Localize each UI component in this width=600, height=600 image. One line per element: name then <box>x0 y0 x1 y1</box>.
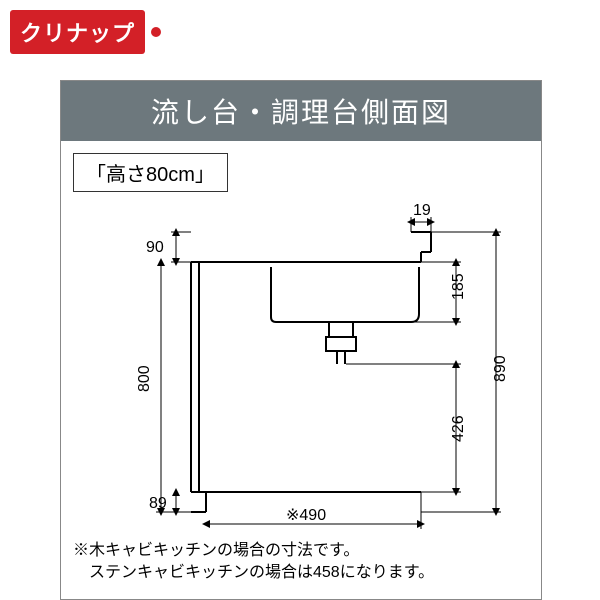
dim-89: 89 <box>149 495 167 512</box>
dimension-lines <box>156 217 501 529</box>
sink-bowl <box>271 267 419 322</box>
brand-logo-dot <box>151 27 161 37</box>
spec-panel: 流し台・調理台側面図 「高さ80cm」 <box>60 80 542 600</box>
footnote-line1: ※木キャビキッチンの場合の寸法です。 <box>73 540 529 562</box>
cabinet-outline <box>191 232 431 512</box>
diagram-area: 19 90 185 800 890 426 89 ※490 <box>61 192 541 532</box>
panel-title: 流し台・調理台側面図 <box>61 81 541 141</box>
side-view-diagram: 19 90 185 800 890 426 89 ※490 <box>61 192 541 532</box>
brand-logo: クリナップ <box>10 10 161 54</box>
dim-890: 890 <box>492 355 509 382</box>
dim-185: 185 <box>450 273 467 300</box>
footnote-line2: ステンキャビキッチンの場合は458になります。 <box>73 562 529 584</box>
dim-800: 800 <box>136 365 153 392</box>
dim-19: 19 <box>413 202 431 219</box>
dim-490: ※490 <box>286 507 326 524</box>
drain-trap <box>326 322 356 364</box>
dim-426: 426 <box>450 415 467 442</box>
dim-90: 90 <box>146 239 164 256</box>
panel-subtitle: 「高さ80cm」 <box>73 153 228 192</box>
footnote: ※木キャビキッチンの場合の寸法です。 ステンキャビキッチンの場合は458になりま… <box>61 532 541 599</box>
brand-logo-text: クリナップ <box>10 10 145 54</box>
